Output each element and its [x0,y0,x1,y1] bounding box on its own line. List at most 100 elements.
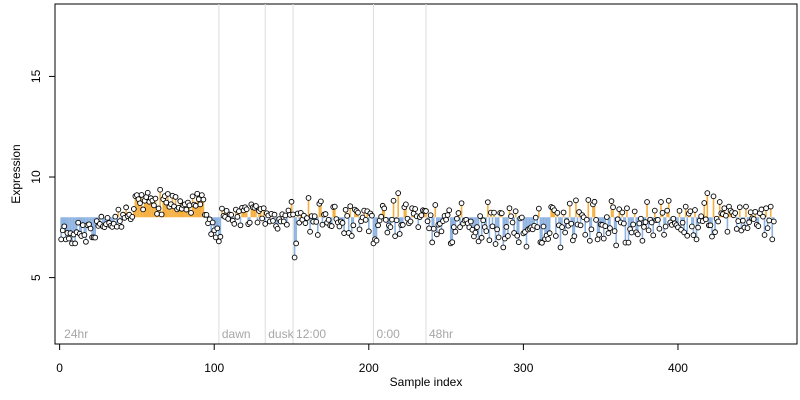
data-point [163,199,170,206]
data-point [177,198,184,205]
data-point [118,224,125,230]
data-point [325,217,332,223]
data-point [172,194,179,200]
data-point [539,239,545,246]
data-point [443,216,449,223]
data-point [492,241,499,247]
data-point [687,208,694,215]
data-point [188,209,194,216]
data-point [638,215,644,222]
data-point [450,224,457,230]
data-point [582,231,589,238]
data-point [423,208,429,214]
data-point [676,207,683,214]
y-tick-label: 5 [29,274,43,281]
data-point [702,216,709,223]
data-point [641,224,647,230]
data-point [732,210,739,216]
data-point [684,232,691,239]
data-point [656,225,663,232]
data-point [642,219,649,225]
data-point [607,225,613,231]
data-point [613,242,619,249]
data-point [682,203,689,210]
data-point [75,219,82,226]
data-point [104,215,111,221]
data-point [271,211,278,218]
data-point [253,203,259,209]
data-point [194,190,201,197]
data-point [291,254,298,261]
data-point [87,225,94,232]
data-point [254,219,261,226]
data-point [650,232,657,239]
data-point [452,228,459,235]
data-point [164,191,171,197]
data-point [381,205,388,212]
data-point [427,212,434,219]
data-point [355,209,361,216]
phase-label: dawn [222,327,251,341]
data-point [644,199,650,205]
data-point [424,218,431,225]
data-point [679,219,686,226]
data-point [415,224,422,230]
data-point [446,207,453,214]
data-point [767,203,774,210]
data-point [596,231,602,238]
data-point [766,217,773,224]
data-point [475,238,482,245]
data-point [444,212,451,218]
data-point [690,232,697,239]
data-point [393,217,400,224]
x-tick-label: 100 [204,361,224,375]
data-point [619,209,626,216]
data-point [472,229,479,236]
data-point [418,212,425,219]
data-point [219,205,225,212]
data-point [208,231,214,238]
data-point [214,225,221,232]
data-point [438,228,445,235]
data-point [138,192,145,198]
x-tick-label: 0 [56,361,63,375]
data-point [631,208,638,215]
data-point [322,211,329,217]
data-point [336,223,343,230]
data-point [480,217,487,224]
data-point [681,229,688,236]
data-point [378,213,385,220]
data-point [662,223,669,230]
data-point [709,233,715,240]
data-point [661,231,667,238]
data-point [503,224,510,230]
data-point [155,205,162,212]
data-point [152,195,159,202]
data-point [704,190,711,196]
data-point [634,231,641,238]
phase-label: 24hr [64,327,88,341]
data-point [664,207,671,214]
data-point [117,218,123,224]
data-point [66,235,72,242]
data-point [262,221,269,227]
data-point [689,223,695,230]
data-point [307,228,313,235]
data-point [157,186,163,193]
phase-label: 48hr [429,327,453,341]
data-point [655,217,661,223]
data-point [630,221,636,228]
data-point [115,206,122,213]
data-point [399,222,406,228]
data-point [557,244,564,251]
data-point [129,214,136,220]
data-point [98,213,105,220]
data-point [489,223,496,230]
data-point [716,199,723,205]
data-point [508,213,514,220]
data-point [318,198,324,205]
data-point [260,205,267,212]
data-point [602,223,609,229]
data-point [568,220,575,227]
data-point [604,214,610,220]
